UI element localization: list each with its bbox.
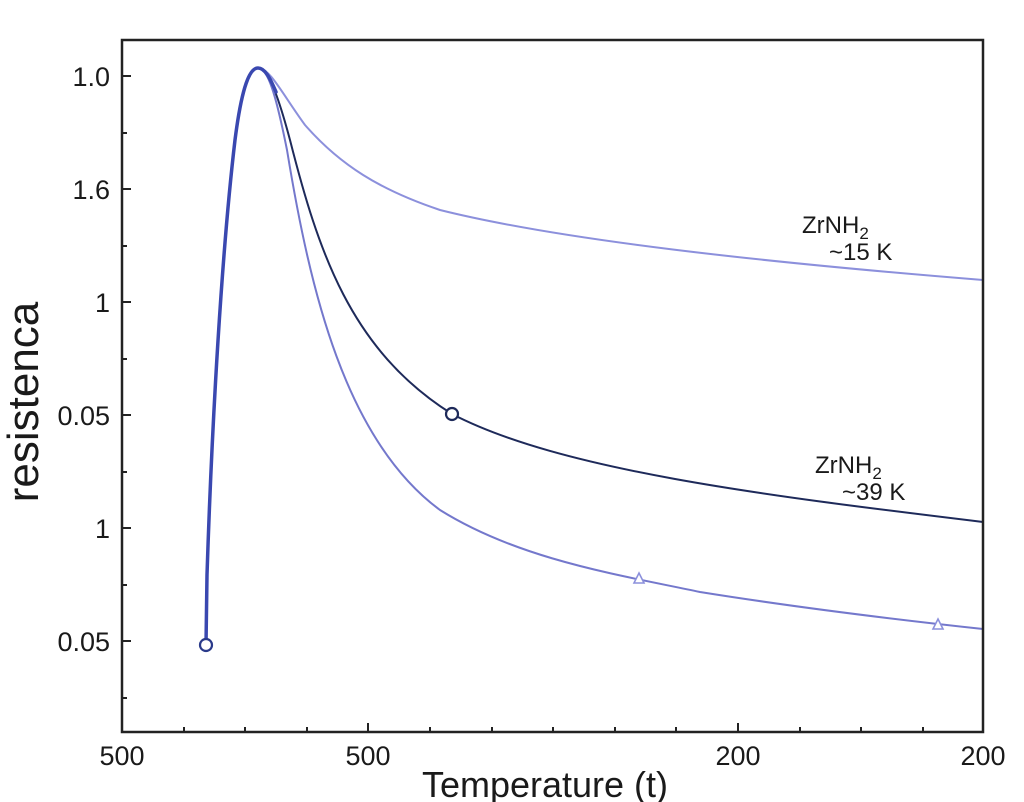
x-axis-title: Temperature (t) <box>422 764 668 802</box>
series-layer <box>204 66 984 647</box>
y-axis-tick-labels: 1.0 1.6 1 0.05 1 0.05 <box>57 62 110 657</box>
triangle-marker <box>632 571 646 584</box>
circle-marker <box>198 637 214 653</box>
triangle-marker <box>931 617 945 630</box>
x-axis-tick-labels: 500 500 200 200 <box>99 741 1005 771</box>
y-tick-label: 1 <box>95 288 110 318</box>
x-tick-label: 500 <box>345 741 390 771</box>
x-tick-label: 200 <box>960 741 1005 771</box>
marker-layer <box>198 406 945 653</box>
axis-ticks <box>121 75 984 732</box>
y-tick-label: 0.05 <box>57 401 110 431</box>
y-tick-label: 1.0 <box>72 62 110 92</box>
y-tick-label: 0.05 <box>57 627 110 657</box>
y-axis-title: resistenca <box>0 301 48 502</box>
series-annotation: ZrNH2~39 K <box>815 452 905 506</box>
x-tick-label: 500 <box>99 741 144 771</box>
y-tick-label: 1.6 <box>72 175 110 205</box>
series-line-3 <box>204 66 278 647</box>
annotation-compound: ZrNH2 <box>802 212 869 243</box>
x-tick-label: 200 <box>715 741 760 771</box>
series-annotation: ZrNH2~15 K <box>802 212 892 266</box>
annotation-temperature: ~15 K <box>829 239 892 266</box>
y-tick-label: 1 <box>95 514 110 544</box>
circle-marker <box>444 406 460 422</box>
annotation-temperature: ~39 K <box>842 479 905 506</box>
annotation-compound: ZrNH2 <box>815 452 882 483</box>
